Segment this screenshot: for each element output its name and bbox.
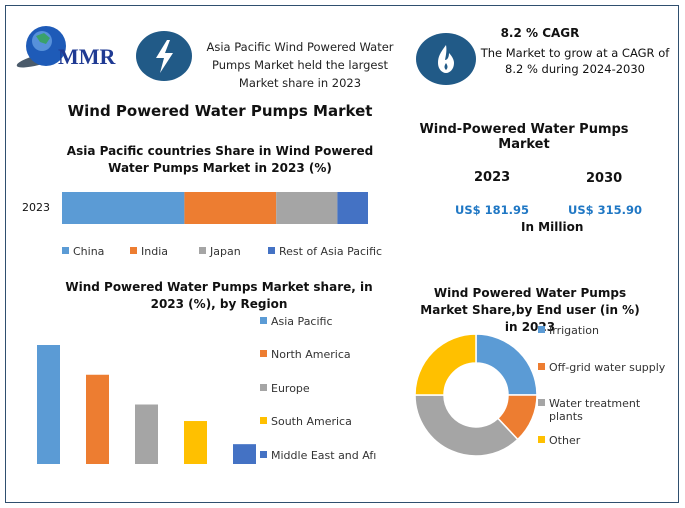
legend-item: Asia Pacific — [260, 315, 333, 328]
legend-swatch — [260, 451, 267, 458]
legend-label: Irrigation — [549, 324, 599, 337]
market-size-title: Wind-Powered Water Pumps Market — [419, 122, 629, 152]
legend-label: Water treatment plants — [549, 397, 641, 423]
highlight-text: Asia Pacific Wind Powered Water Pumps Ma… — [206, 40, 394, 90]
bar-1 — [86, 374, 109, 464]
legend-swatch — [260, 384, 267, 391]
legend-item: Irrigation — [538, 324, 599, 337]
legend-item: Europe — [260, 382, 310, 395]
legend-swatch — [538, 363, 545, 370]
year-2023-label: 2023 — [474, 170, 511, 185]
bar-segment-china — [62, 192, 185, 224]
legend-label: Europe — [271, 382, 310, 395]
cagr-text: The Market to grow at a CAGR of 8.2 % du… — [480, 46, 670, 76]
legend-swatch — [62, 247, 69, 254]
bar-0 — [37, 345, 60, 464]
bar-segment-japan — [276, 192, 338, 224]
legend-label: Middle East and Afı — [271, 449, 377, 462]
legend-swatch — [260, 317, 267, 324]
mmr-logo: MMR — [14, 22, 134, 74]
legend-swatch — [268, 247, 275, 254]
lightning-bolt-icon — [136, 31, 192, 81]
legend-label: Asia Pacific — [271, 315, 333, 328]
flame-icon — [416, 33, 476, 85]
donut-slice-3 — [414, 333, 477, 396]
legend-swatch — [538, 436, 545, 443]
legend-item: Water treatment plants — [538, 397, 649, 423]
legend-label: Japan — [210, 245, 241, 258]
value-2030: US$ 315.90 — [568, 203, 643, 217]
chart2-title: Wind Powered Water Pumps Market share, i… — [65, 280, 373, 311]
donut-slice-2 — [414, 394, 519, 457]
legend-item: South America — [260, 415, 352, 428]
legend-label: Off-grid water supply — [549, 361, 666, 374]
year-2030-label: 2030 — [586, 171, 623, 186]
bar-segment-india — [184, 192, 277, 224]
legend-item: Rest of Asia Pacific — [268, 245, 382, 258]
legend-item: Japan — [199, 245, 241, 258]
legend-swatch — [538, 399, 545, 406]
globe-icon — [16, 26, 66, 68]
bar-segment-rest-of-asia-pacific — [337, 192, 368, 224]
legend-item: Off-grid water supply — [538, 361, 665, 374]
chart1-title: Asia Pacific countries Share in Wind Pow… — [66, 144, 374, 175]
legend-swatch — [260, 417, 267, 424]
legend-item: Other — [538, 434, 580, 447]
legend-label: India — [141, 245, 168, 258]
cagr-title: 8.2 % CAGR — [500, 26, 580, 40]
legend-swatch — [538, 326, 545, 333]
legend-label: China — [73, 245, 105, 258]
chart3-title: Wind Powered Water Pumps Market Share,by… — [420, 286, 640, 334]
bar-3 — [184, 421, 207, 464]
legend-label: North America — [271, 348, 351, 361]
bar-2 — [135, 404, 158, 464]
main-title: Wind Powered Water Pumps Market — [67, 102, 373, 120]
legend-label: South America — [271, 415, 352, 428]
logo-text: MMR — [58, 44, 116, 69]
legend-swatch — [199, 247, 206, 254]
legend-item: Middle East and Afı — [260, 449, 376, 462]
legend-item: China — [62, 245, 104, 258]
legend-label: Other — [549, 434, 581, 447]
donut-slice-0 — [475, 333, 538, 396]
legend-label: Rest of Asia Pacific — [279, 245, 383, 258]
legend-swatch — [130, 247, 137, 254]
infographic-frame — [5, 5, 679, 503]
legend-swatch — [260, 350, 267, 357]
unit-label: In Million — [521, 220, 584, 234]
bar-4 — [233, 444, 256, 464]
value-2023: US$ 181.95 — [455, 203, 530, 217]
chart1-category-label: 2023 — [22, 201, 50, 214]
legend-item: North America — [260, 348, 351, 361]
legend-item: India — [130, 245, 168, 258]
